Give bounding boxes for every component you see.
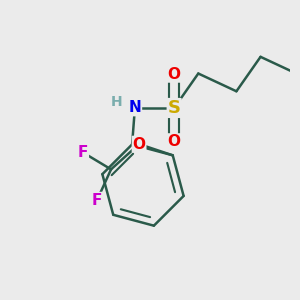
Text: H: H (111, 95, 122, 110)
Text: O: O (133, 136, 146, 152)
Text: O: O (168, 67, 181, 82)
Text: F: F (92, 193, 102, 208)
Text: N: N (128, 100, 141, 116)
Text: F: F (78, 145, 88, 160)
Text: O: O (168, 134, 181, 149)
Text: S: S (168, 99, 181, 117)
